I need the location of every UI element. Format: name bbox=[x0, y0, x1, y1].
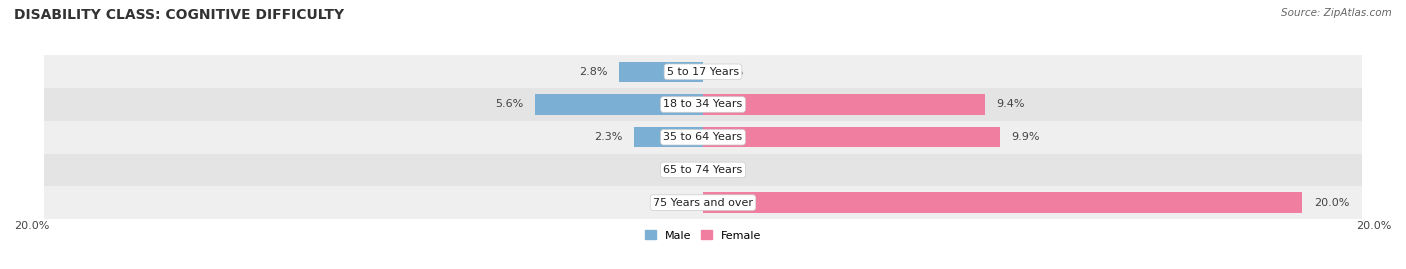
Text: 5.6%: 5.6% bbox=[495, 100, 523, 109]
Bar bbox=[44, 55, 1362, 88]
Legend: Male, Female: Male, Female bbox=[641, 226, 765, 245]
Text: 75 Years and over: 75 Years and over bbox=[652, 198, 754, 208]
Text: 2.3%: 2.3% bbox=[593, 132, 621, 142]
Text: 65 to 74 Years: 65 to 74 Years bbox=[664, 165, 742, 175]
Bar bbox=[703, 127, 1000, 147]
Text: DISABILITY CLASS: COGNITIVE DIFFICULTY: DISABILITY CLASS: COGNITIVE DIFFICULTY bbox=[14, 8, 344, 22]
Text: 2.8%: 2.8% bbox=[579, 67, 607, 77]
Text: 20.0%: 20.0% bbox=[1357, 221, 1392, 231]
Bar bbox=[703, 192, 1302, 213]
Text: 5 to 17 Years: 5 to 17 Years bbox=[666, 67, 740, 77]
Bar bbox=[536, 94, 703, 115]
Text: Source: ZipAtlas.com: Source: ZipAtlas.com bbox=[1281, 8, 1392, 18]
Text: 20.0%: 20.0% bbox=[14, 221, 49, 231]
Bar bbox=[44, 121, 1362, 154]
Text: 20.0%: 20.0% bbox=[1315, 198, 1350, 208]
Text: 35 to 64 Years: 35 to 64 Years bbox=[664, 132, 742, 142]
Bar bbox=[619, 62, 703, 82]
Text: 0.0%: 0.0% bbox=[716, 165, 744, 175]
Text: 0.0%: 0.0% bbox=[662, 165, 690, 175]
Bar bbox=[44, 154, 1362, 186]
Text: 0.0%: 0.0% bbox=[716, 67, 744, 77]
Text: 18 to 34 Years: 18 to 34 Years bbox=[664, 100, 742, 109]
Text: 9.4%: 9.4% bbox=[997, 100, 1025, 109]
Bar bbox=[44, 88, 1362, 121]
Text: 9.9%: 9.9% bbox=[1011, 132, 1040, 142]
Bar bbox=[634, 127, 703, 147]
Bar bbox=[703, 94, 984, 115]
Text: 0.0%: 0.0% bbox=[662, 198, 690, 208]
Bar bbox=[44, 186, 1362, 219]
